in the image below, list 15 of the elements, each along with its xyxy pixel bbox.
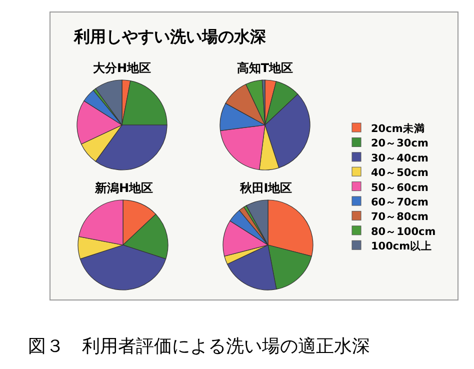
- legend-label: 50～60cm: [371, 182, 428, 194]
- chart-title: 新潟H地区: [94, 181, 154, 195]
- legend-label: 100cm以上: [371, 240, 432, 253]
- legend-label: 80～100cm: [371, 226, 436, 238]
- caption: 図３ 利用者評価による洗い場の適正水深: [28, 336, 370, 357]
- chart-title: 大分H地区: [92, 61, 152, 75]
- chart-title: 秋田I地区: [238, 181, 292, 195]
- legend-label: 70～80cm: [371, 211, 428, 224]
- legend-label: 30～40cm: [371, 152, 428, 164]
- chart-title: 高知T地区: [236, 61, 294, 75]
- legend-label: 60～70cm: [371, 196, 428, 208]
- legend-label: 20～30cm: [371, 138, 428, 150]
- legend-label: 20cm未満: [371, 122, 425, 135]
- text: 利用しやすい洗い場の水深: [73, 27, 267, 46]
- legend-label: 40～50cm: [371, 167, 428, 180]
